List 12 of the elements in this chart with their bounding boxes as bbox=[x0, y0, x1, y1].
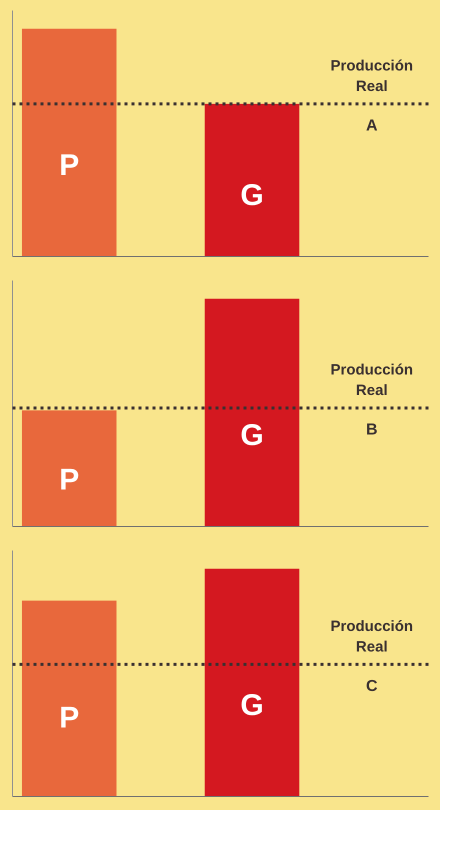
annotation: A bbox=[366, 118, 378, 135]
x-tick-label: P bbox=[59, 702, 80, 735]
ref-line-label: Producción Real bbox=[330, 362, 414, 399]
annotation: C bbox=[366, 678, 378, 696]
x-tick-label: G bbox=[240, 688, 264, 722]
ref-line-label: Producción Real bbox=[330, 618, 414, 656]
ref-line-label: Producción Real bbox=[330, 57, 414, 95]
x-tick-label: G bbox=[240, 178, 264, 212]
x-tick-label: G bbox=[240, 418, 264, 452]
x-tick-label: P bbox=[59, 464, 80, 497]
x-tick-label: P bbox=[59, 148, 80, 182]
annotation: B bbox=[366, 422, 378, 439]
